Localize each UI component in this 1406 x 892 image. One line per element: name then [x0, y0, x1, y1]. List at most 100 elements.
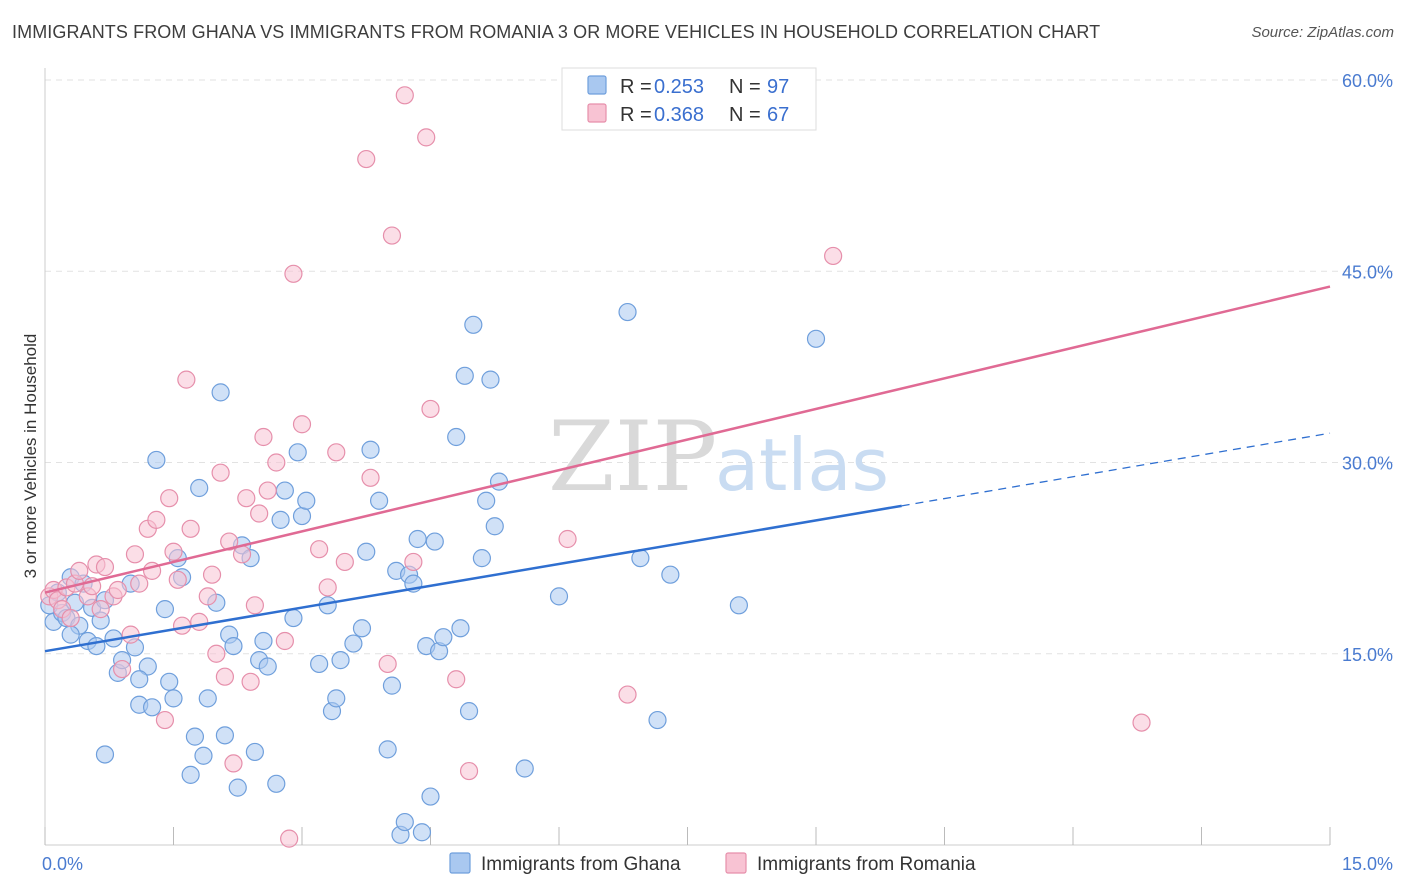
data-point	[87, 636, 106, 656]
legend-r-label: R =	[620, 104, 652, 126]
series-romania-points	[40, 86, 1151, 848]
trend-line-ghana-extension	[901, 432, 1331, 507]
data-point	[254, 631, 273, 651]
data-point	[297, 491, 316, 510]
data-point	[395, 812, 414, 832]
data-point	[155, 710, 175, 730]
legend-r-value-ghana: 0.253	[654, 76, 704, 98]
data-point	[164, 689, 183, 708]
data-point	[245, 596, 264, 615]
data-point	[357, 542, 376, 561]
data-point	[258, 481, 277, 500]
data-point	[258, 657, 277, 676]
data-point	[1132, 713, 1151, 732]
bottom-legend-label-ghana: Immigrants from Ghana	[481, 854, 681, 875]
data-point	[459, 761, 479, 781]
data-point	[425, 532, 444, 551]
data-point	[417, 128, 436, 147]
data-point	[95, 557, 115, 577]
data-point	[267, 453, 286, 472]
y-tick-label: 45.0%	[1342, 262, 1393, 282]
data-point	[237, 489, 256, 508]
data-point	[70, 561, 89, 580]
data-point	[412, 823, 432, 842]
data-point	[177, 370, 196, 389]
data-point	[112, 659, 132, 679]
data-point	[361, 468, 380, 487]
data-point	[447, 670, 466, 689]
data-point	[549, 587, 569, 606]
bottom-legend-swatch-romania	[725, 852, 747, 874]
data-point	[130, 574, 149, 593]
data-point	[228, 778, 247, 797]
data-point	[254, 427, 273, 447]
data-point	[147, 510, 166, 529]
data-point	[108, 580, 127, 600]
data-point	[275, 631, 294, 651]
data-point	[481, 370, 500, 389]
data-point	[352, 619, 372, 638]
data-point	[185, 727, 205, 746]
data-point	[292, 506, 312, 526]
legend-n-label: N =	[729, 76, 761, 98]
data-point	[232, 545, 252, 564]
data-point	[130, 670, 149, 689]
watermark-atlas: atlas	[715, 423, 889, 507]
data-point	[160, 672, 179, 691]
data-point	[806, 329, 826, 348]
data-point	[378, 740, 397, 759]
chart-title: IMMIGRANTS FROM GHANA VS IMMIGRANTS FROM…	[12, 22, 1101, 42]
data-point	[618, 685, 637, 704]
data-point	[472, 549, 491, 568]
legend-r-label: R =	[620, 76, 652, 98]
data-point	[477, 491, 496, 510]
data-point	[190, 612, 209, 631]
data-point	[95, 745, 115, 764]
data-point	[181, 519, 200, 538]
data-point	[370, 491, 389, 510]
bottom-legend-swatch-ghana	[449, 852, 471, 874]
data-point	[404, 552, 423, 572]
data-point	[310, 540, 329, 559]
data-point	[327, 689, 346, 708]
data-point	[447, 427, 466, 447]
legend-swatch-romania	[587, 103, 607, 123]
data-point	[327, 443, 346, 462]
legend-swatch-ghana	[587, 75, 607, 95]
data-point	[335, 552, 354, 572]
y-tick-label: 60.0%	[1342, 71, 1393, 91]
data-point	[421, 399, 440, 419]
axes	[44, 68, 1331, 846]
data-point	[241, 672, 260, 691]
data-point	[194, 746, 213, 765]
data-point	[245, 742, 264, 762]
data-point	[142, 698, 162, 717]
data-point	[729, 596, 749, 615]
data-point	[271, 510, 290, 529]
data-point	[207, 644, 226, 663]
watermark: ZIP atlas	[548, 401, 889, 513]
data-point	[618, 302, 637, 322]
data-point	[181, 765, 200, 784]
data-point	[357, 149, 376, 169]
data-point	[515, 759, 534, 778]
data-point	[382, 226, 402, 245]
data-point	[160, 489, 179, 508]
bottom-legend: Immigrants from Ghana Immigrants from Ro…	[449, 852, 976, 875]
data-point	[310, 654, 329, 674]
data-point	[318, 578, 337, 597]
data-point	[378, 654, 397, 674]
trend-lines	[44, 285, 1331, 653]
watermark-zip: ZIP	[548, 401, 717, 513]
data-point	[190, 478, 209, 498]
data-point	[489, 472, 509, 491]
data-point	[198, 587, 217, 606]
data-point	[455, 366, 474, 385]
data-point	[215, 726, 234, 745]
data-point	[382, 676, 402, 695]
y-tick-label: 30.0%	[1342, 454, 1393, 474]
data-point	[155, 600, 175, 619]
data-point	[164, 542, 183, 561]
data-point	[220, 532, 239, 551]
